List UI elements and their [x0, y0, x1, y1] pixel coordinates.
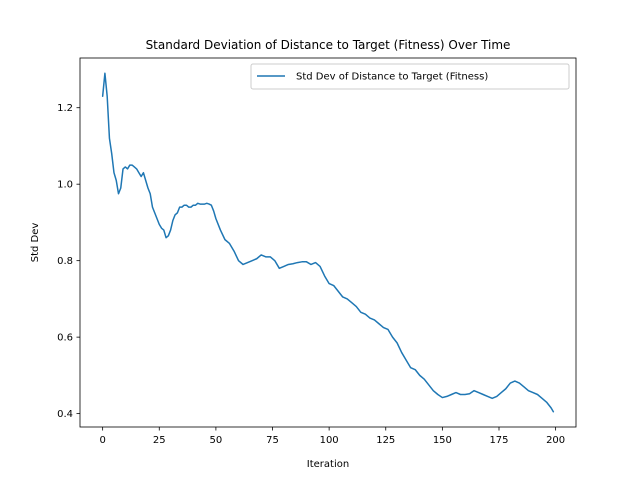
x-tick-label: 50 [210, 435, 223, 446]
x-axis-label: Iteration [307, 459, 349, 470]
x-tick-label: 25 [153, 435, 166, 446]
plot-frame [79, 57, 577, 428]
y-tick-label: 0.6 [57, 333, 73, 344]
x-tick-label: 200 [546, 435, 565, 446]
series-line [101, 72, 555, 413]
y-axis-label: Std Dev [30, 223, 41, 263]
legend-box [250, 63, 570, 90]
x-tick-label: 125 [376, 435, 395, 446]
x-axis-ticks: 0 25 50 75 100 125 150 175 200 [99, 427, 565, 446]
y-tick-label: 1.2 [57, 103, 73, 114]
plot-area [101, 72, 555, 413]
x-tick-label: 175 [489, 435, 508, 446]
y-axis-ticks: 0.4 0.6 0.8 1.0 1.2 [57, 103, 80, 420]
x-tick-label: 100 [320, 435, 339, 446]
y-tick-label: 0.8 [57, 256, 73, 267]
chart-title: Standard Deviation of Distance to Target… [146, 38, 511, 52]
x-tick-label: 75 [266, 435, 279, 446]
legend: Std Dev of Distance to Target (Fitness) [250, 63, 570, 90]
y-tick-label: 1.0 [57, 180, 73, 191]
y-tick-label: 0.4 [57, 409, 73, 420]
legend-entry-label: Std Dev of Distance to Target (Fitness) [296, 72, 488, 83]
x-tick-label: 150 [433, 435, 452, 446]
x-tick-label: 0 [99, 435, 105, 446]
